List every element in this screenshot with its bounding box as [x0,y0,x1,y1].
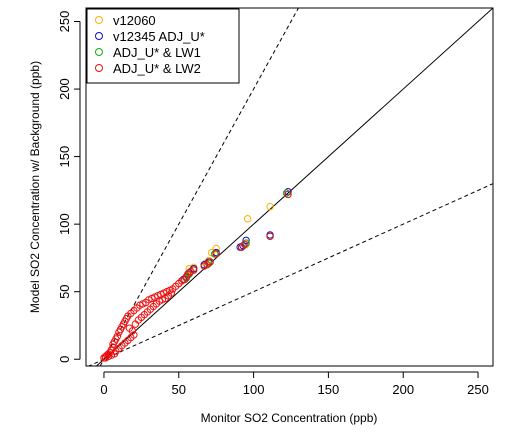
legend-label: ADJ_U* & LW2 [113,61,201,76]
data-point [242,239,250,247]
plot-frame [85,7,494,367]
data-point [266,232,274,241]
x-tick-label: 50 [172,382,186,397]
y-tick-label: 0 [57,356,72,363]
reference-line-3 [87,183,493,366]
legend-marker [95,32,103,40]
data-point [115,328,123,336]
series-3 [182,189,291,282]
data-point [167,289,175,297]
y-tick-label: 100 [57,213,72,235]
legend-box [86,8,240,84]
data-point [130,331,138,339]
data-point [266,202,274,211]
legend-marker [95,64,103,72]
legend-label: ADJ_U* & LW1 [113,45,201,60]
data-point [284,188,292,196]
data-point [212,250,220,258]
legend-marker [95,48,103,56]
x-tick-label: 250 [467,382,489,397]
y-axis-title: Model SO2 Concentration w/ Background (p… [28,61,42,313]
y-axis: 0 50 100 150 200 250 [57,11,81,363]
legend-label: v12060 [113,13,156,28]
data-points [100,188,292,362]
data-point [243,215,252,223]
x-tick-label: 100 [243,382,265,397]
data-point [284,190,292,199]
series-4 [100,190,292,362]
data-point [212,244,220,253]
x-tick-label: 0 [100,382,107,397]
x-tick-label: 200 [392,382,414,397]
y-tick-label: 250 [57,11,72,33]
x-axis-title: Monitor SO2 Concentration (ppb) [201,411,378,425]
y-tick-label: 50 [57,284,72,298]
data-point [282,189,291,197]
data-point [242,236,250,245]
data-point [109,340,117,349]
legend-marker [95,16,103,24]
data-point [237,243,246,251]
y-tick-label: 200 [57,78,72,100]
legend-label: v12345 ADJ_U* [113,29,205,44]
y-tick-label: 150 [57,146,72,168]
x-tick-label: 150 [318,382,340,397]
data-point [200,262,208,270]
data-point [125,324,134,332]
x-axis: 0 50 100 150 200 250 [100,371,489,397]
